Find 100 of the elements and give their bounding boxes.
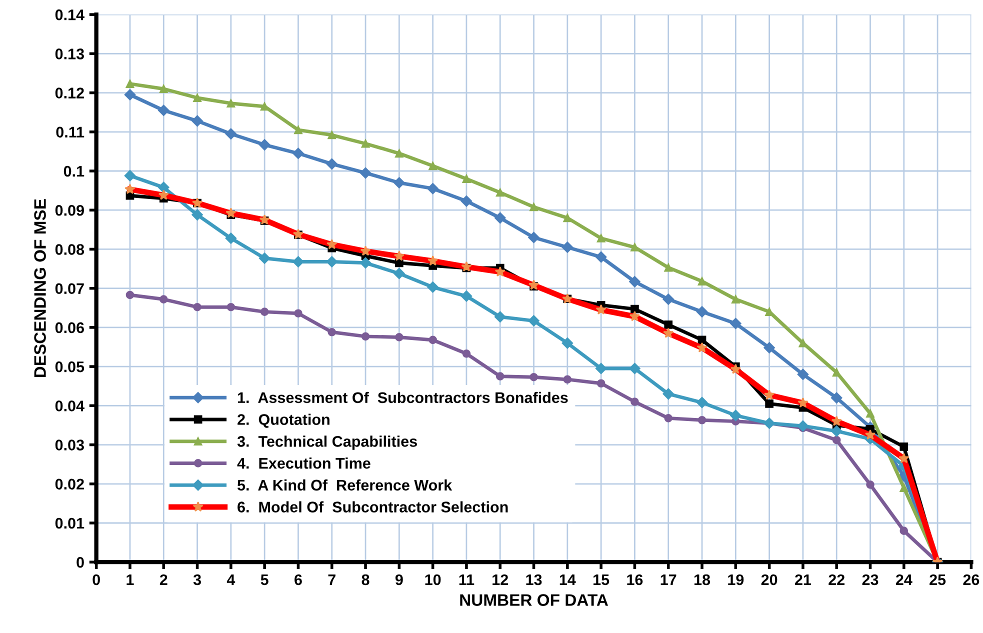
x-tick-label: 13 — [526, 574, 542, 586]
point — [797, 420, 809, 432]
legend-label: 1. Assessment Of Subcontractors Bonafides — [238, 392, 568, 404]
point — [428, 336, 437, 344]
x-axis-title: NUMBER OF DATA — [460, 594, 608, 606]
point — [159, 295, 168, 304]
point — [595, 251, 607, 263]
point — [730, 318, 742, 330]
point — [193, 94, 202, 102]
x-tick-label: 14 — [560, 574, 576, 585]
x-tick-label: 19 — [728, 574, 744, 586]
point — [328, 130, 336, 140]
point — [866, 409, 874, 418]
x-tick-label: 4 — [226, 574, 236, 585]
point — [797, 368, 809, 380]
legend-label: 5. A Kind Of Reference Work — [237, 479, 452, 491]
y-tick-label: 0.08 — [55, 244, 84, 255]
point — [595, 362, 607, 374]
y-tick-label: 0.01 — [55, 518, 84, 529]
point — [460, 196, 472, 207]
point — [731, 295, 740, 304]
point — [126, 80, 134, 88]
point — [832, 436, 841, 444]
x-tick-label: 25 — [930, 574, 946, 586]
point — [496, 372, 504, 380]
point — [530, 202, 538, 212]
point — [462, 174, 471, 183]
point — [494, 311, 506, 322]
point — [596, 379, 606, 388]
point — [900, 442, 908, 451]
x-tick-label: 15 — [594, 574, 610, 586]
y-tick-label: 0.02 — [55, 478, 84, 490]
x-tick-label: 24 — [896, 574, 912, 585]
point — [662, 388, 674, 400]
point — [260, 102, 269, 111]
point — [562, 337, 574, 349]
point — [664, 320, 673, 329]
point — [158, 182, 170, 194]
point — [832, 368, 841, 377]
y-tick-label: 0.14 — [55, 9, 84, 20]
x-tick-label: 0 — [92, 574, 100, 586]
point — [328, 328, 336, 336]
x-tick-label: 6 — [294, 574, 302, 586]
point — [258, 252, 270, 264]
point — [664, 414, 673, 422]
y-tick-label: 0.05 — [55, 361, 84, 372]
x-tick-label: 16 — [627, 574, 643, 586]
point — [294, 126, 302, 134]
point — [530, 372, 538, 382]
point — [394, 177, 405, 188]
y-tick-label: 0 — [76, 556, 84, 568]
point — [126, 290, 134, 300]
point — [258, 139, 270, 150]
point — [360, 167, 372, 179]
y-tick-label: 0.09 — [55, 204, 84, 216]
x-tick-label: 17 — [660, 574, 676, 585]
point — [292, 256, 304, 268]
point — [192, 115, 203, 127]
x-tick-label: 8 — [362, 574, 370, 586]
point — [698, 416, 706, 424]
x-tick-label: 11 — [459, 574, 474, 585]
x-tick-label: 9 — [395, 574, 403, 586]
y-tick-label: 0.1 — [64, 166, 84, 177]
point — [226, 302, 236, 312]
point — [630, 304, 639, 314]
x-tick-label: 22 — [828, 574, 844, 585]
point — [765, 400, 774, 408]
point — [260, 308, 269, 316]
point — [562, 242, 574, 253]
point — [764, 342, 775, 354]
point — [696, 396, 708, 408]
x-tick-label: 21 — [794, 574, 812, 585]
x-tick-label: 23 — [862, 574, 878, 586]
point — [193, 302, 202, 312]
point — [159, 84, 168, 94]
point — [696, 306, 708, 318]
y-tick-label: 0.04 — [55, 400, 84, 412]
y-tick-label: 0.12 — [55, 88, 84, 98]
y-axis-title: DESCENDING OF MSE — [34, 199, 46, 378]
point — [294, 309, 302, 318]
point — [831, 392, 842, 404]
y-tick-label: 0.03 — [55, 440, 84, 450]
point — [664, 263, 673, 272]
point — [326, 256, 338, 268]
point — [124, 170, 136, 182]
point — [428, 162, 437, 170]
point — [192, 209, 203, 220]
x-tick-label: 18 — [694, 574, 710, 586]
point — [831, 425, 842, 437]
point — [629, 362, 640, 374]
legend-label: 3. Technical Capabilities — [237, 436, 417, 450]
point — [395, 149, 404, 158]
x-tick-label: 3 — [193, 574, 201, 586]
point — [226, 99, 236, 108]
y-tick-label: 0.06 — [55, 322, 84, 334]
point — [630, 398, 639, 406]
x-tick-label: 10 — [425, 574, 441, 586]
x-tick-label: 26 — [963, 574, 980, 586]
point — [866, 480, 874, 489]
x-tick-label: 12 — [492, 574, 508, 585]
